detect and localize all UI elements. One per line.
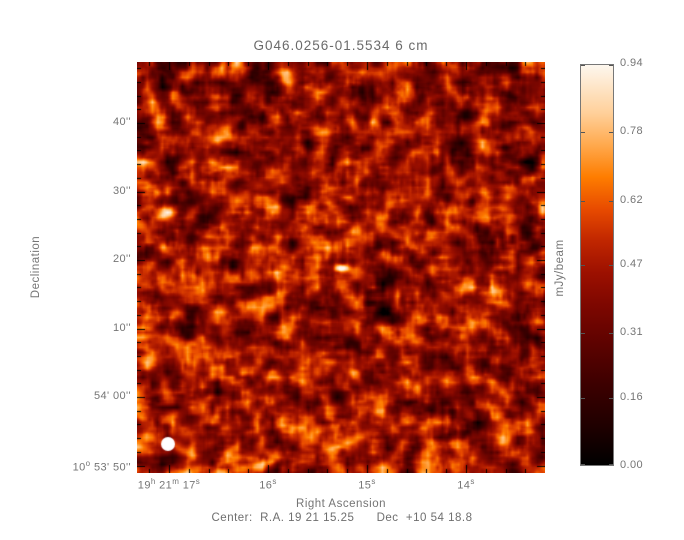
colorbar-tick-label: 0.00 [620,459,644,471]
y-tick-label: 10o 53' 50'' [72,458,131,474]
colorbar-tick [581,464,585,465]
colorbar-tick [581,200,585,202]
x-tick-label: 19h 21m 17s [137,477,201,492]
y-axis-label: Declination [30,235,42,299]
y-tick-label: 40'' [112,116,131,128]
colorbar-unit-label: mJy/beam [554,239,566,297]
colorbar-tick [581,65,585,66]
colorbar-gradient [580,64,614,466]
x-tick-label: 16s [259,477,277,492]
sky-map-canvas [137,62,545,473]
colorbar-tick [609,464,613,465]
x-tick-label: 15s [358,477,376,492]
colorbar-tick-label: 0.47 [620,258,644,270]
x-axis-label: Right Ascension [296,498,386,510]
colorbar-tick [609,333,613,335]
colorbar-tick-label: 0.62 [620,193,644,206]
colorbar-tick [609,65,613,66]
colorbar-tick-label: 0.78 [620,125,644,138]
colorbar-tick [609,132,613,134]
y-tick-label: 30'' [112,184,131,197]
colorbar-tick [609,265,613,266]
colorbar-tick [609,397,613,399]
colorbar-tick [581,132,585,134]
colorbar-tick-label: 0.16 [620,390,644,403]
figure-title: G046.0256-01.5534 6 cm [253,38,429,53]
x-tick-label: 14s [457,477,475,492]
colorbar-tick [581,397,585,399]
y-tick-label: 10'' [112,321,131,334]
center-caption: Center: R.A. 19 21 15.25 Dec +10 54 18.8 [211,512,473,524]
colorbar-tick [609,200,613,202]
y-tick-label: 54' 00'' [93,390,131,402]
y-tick-label: 20'' [112,253,131,265]
colorbar-tick-label: 0.94 [620,57,644,69]
colorbar-tick-label: 0.31 [620,326,644,339]
colorbar-tick [581,265,585,266]
colorbar-tick [581,333,585,335]
